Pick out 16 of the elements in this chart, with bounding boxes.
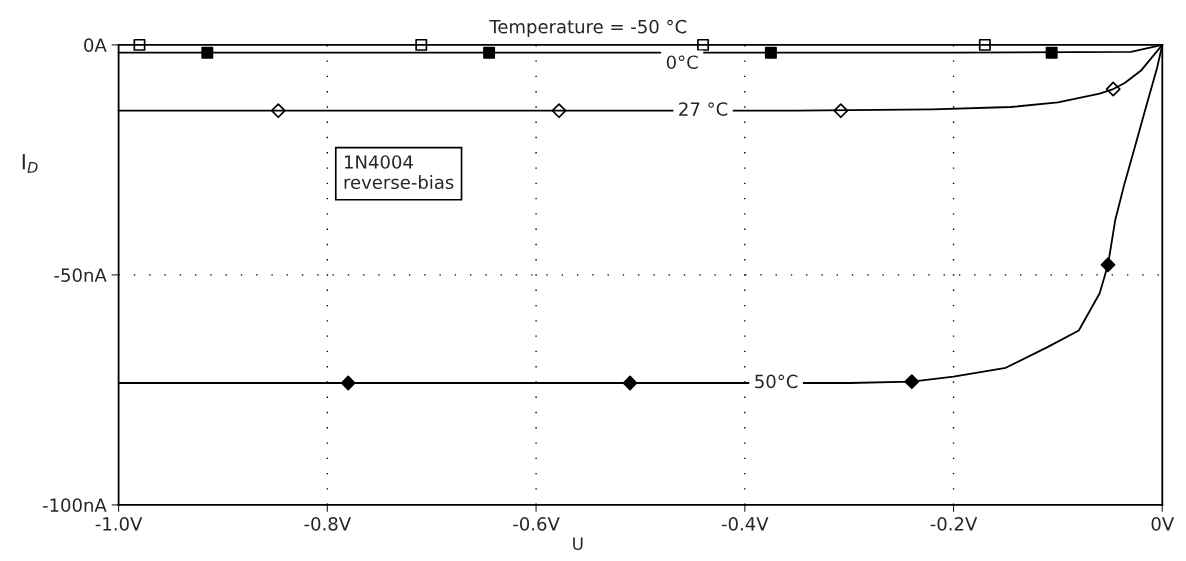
x-tick-label: -1.0V — [95, 517, 143, 531]
x-tick-label: -0.2V — [930, 517, 978, 531]
series-label: 50°C — [755, 374, 798, 389]
x-axis-title: U — [573, 537, 583, 550]
x-tick-label: 0V — [1151, 517, 1175, 531]
series-label: 0°C — [666, 55, 698, 70]
series-label: Temperature = -50 °C — [489, 19, 687, 37]
x-tick-label: -0.4V — [721, 517, 769, 531]
y-tick-label: -50nA — [54, 268, 107, 283]
series-label: 27 °C — [679, 102, 728, 116]
y-axis-title: I$_{D}$ — [22, 154, 38, 173]
x-tick-label: -0.8V — [304, 517, 351, 531]
x-tick-label: -0.6V — [513, 517, 560, 531]
annotation: 1N4004 reverse-bias — [344, 155, 454, 190]
y-tick-label: -100nA — [42, 498, 107, 513]
y-tick-label: 0A — [84, 38, 107, 52]
